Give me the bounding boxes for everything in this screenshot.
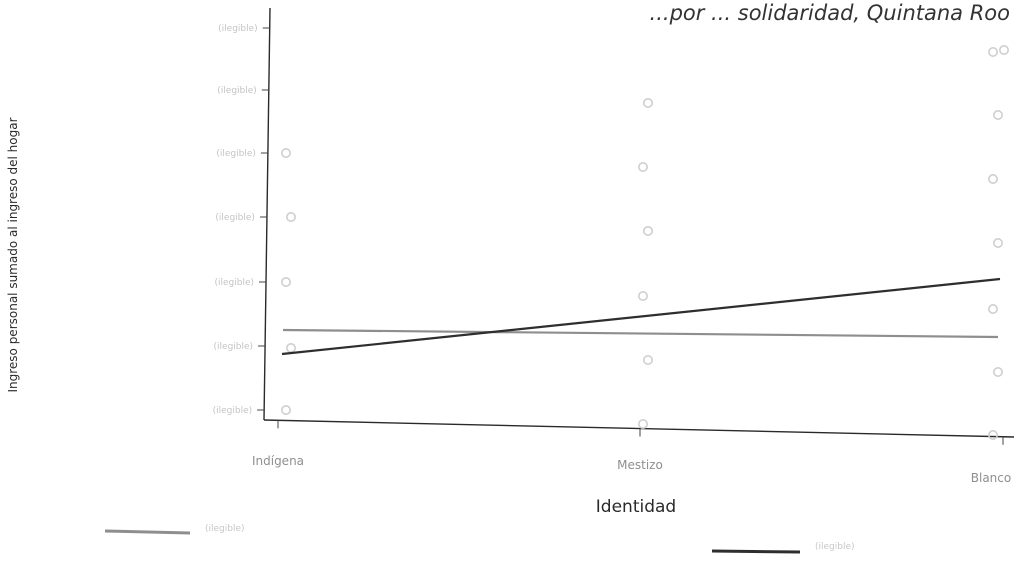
data-point [987, 429, 998, 440]
legend: (ilegible) (ilegible) [104, 524, 855, 554]
y-axis-label: Ingreso personal sumado al ingreso del h… [6, 117, 20, 392]
data-point [637, 290, 648, 301]
y-axis-line [263, 7, 271, 421]
legend-label: (ilegible) [205, 524, 245, 534]
y-tick-label: (ilegible) [217, 86, 257, 96]
x-axis-line [263, 419, 1015, 438]
legend-label: (ilegible) [815, 542, 855, 552]
x-tick-label: Indígena [252, 454, 304, 468]
y-tick-label: (ilegible) [213, 406, 253, 416]
y-tick-label: (ilegible) [216, 149, 256, 159]
data-point [642, 98, 653, 109]
y-tick-label: (ilegible) [214, 278, 254, 288]
chart-title: ...por ... solidaridad, Quintana Roo [650, 1, 1010, 25]
data-point [637, 418, 648, 429]
data-point [285, 342, 296, 353]
y-tick-label: (ilegible) [215, 213, 255, 223]
x-axis-label: Identidad [596, 497, 676, 517]
legend-swatch [104, 529, 191, 535]
data-point [992, 110, 1003, 121]
data-point [285, 212, 296, 223]
y-tick-label: (ilegible) [218, 24, 258, 34]
data-point [987, 303, 998, 314]
data-point [642, 226, 653, 237]
data-point [280, 276, 291, 287]
data-point [280, 148, 291, 159]
data-point [987, 174, 998, 185]
fit-line-1 [282, 328, 999, 339]
fit-line-2 [281, 277, 1001, 356]
y-tick-label: (ilegible) [214, 342, 254, 352]
data-point [642, 354, 653, 365]
data-point [280, 404, 291, 415]
data-point [992, 238, 1003, 249]
x-tick-label: Blanco [971, 471, 1011, 485]
x-tick-label: Mestizo [617, 458, 663, 472]
data-point [637, 162, 648, 173]
data-point [987, 46, 998, 57]
data-point [998, 44, 1009, 55]
data-point [992, 366, 1003, 377]
legend-swatch [711, 549, 801, 554]
